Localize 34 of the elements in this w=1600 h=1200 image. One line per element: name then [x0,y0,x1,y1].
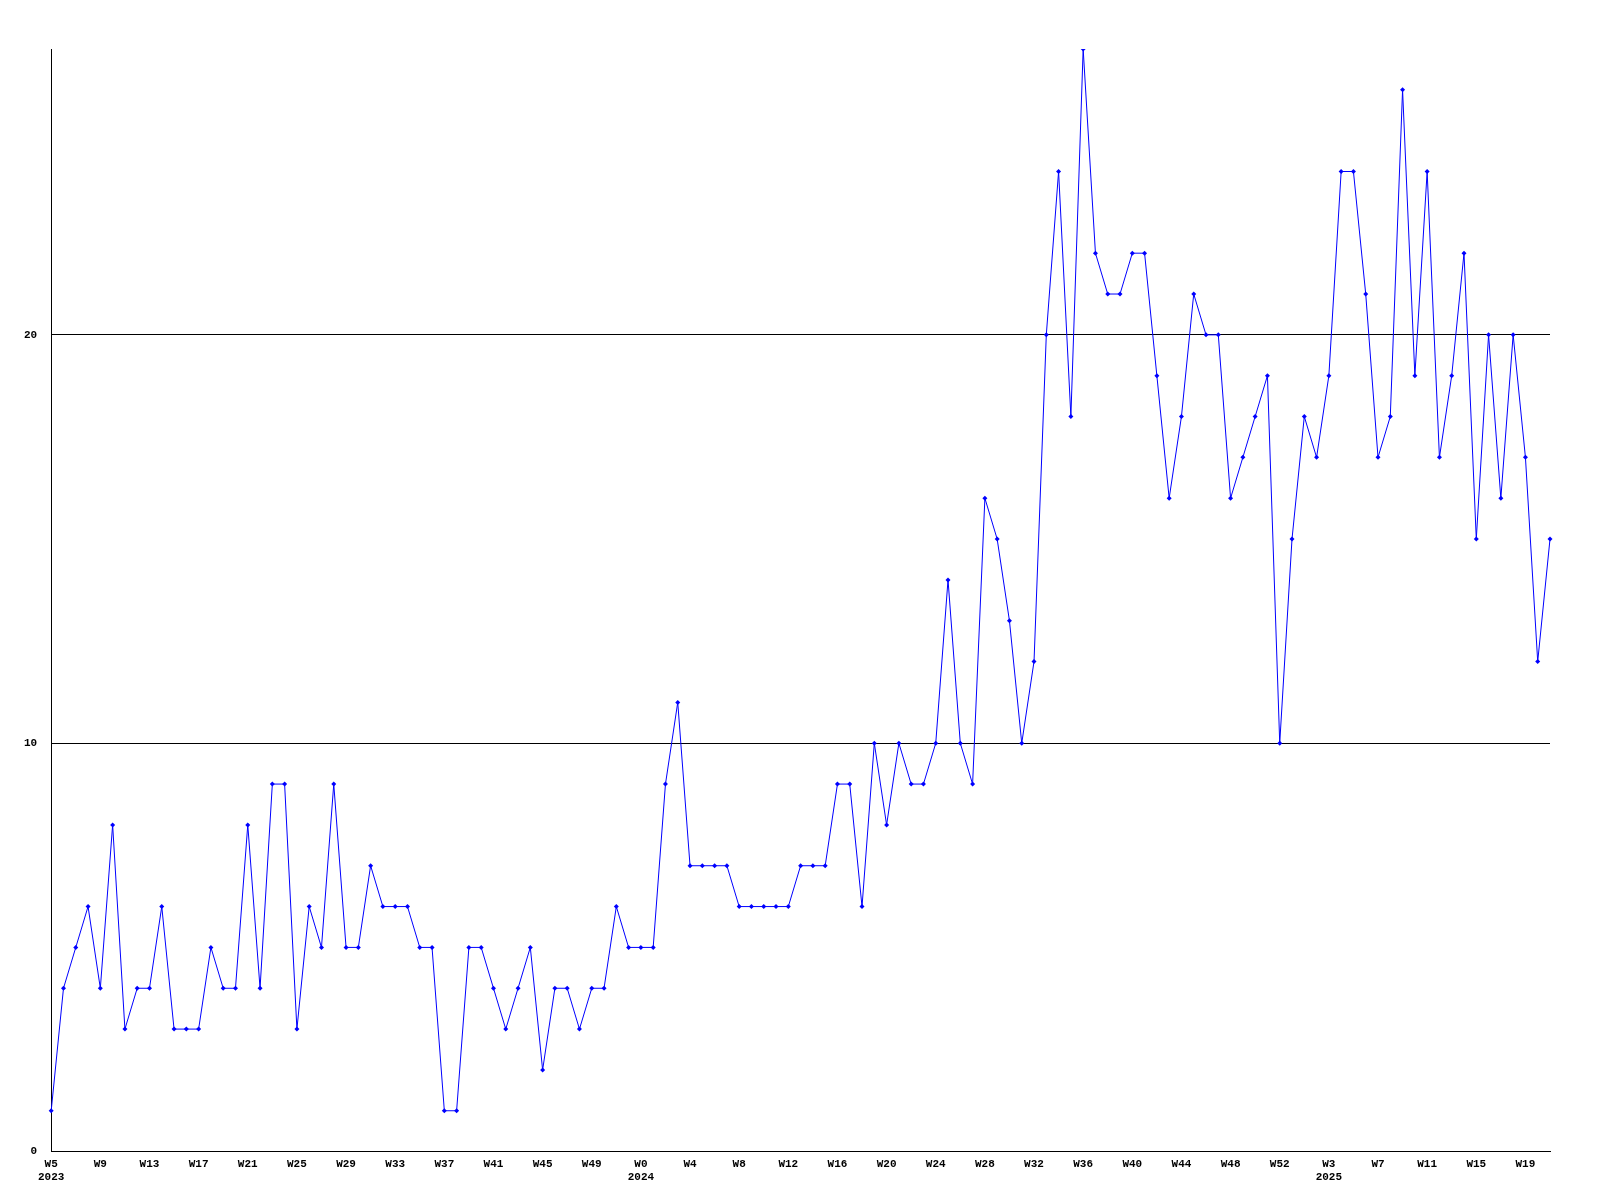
x-tick-label: W5 2023 [38,1157,65,1184]
x-tick-label: W48 [1220,1157,1241,1170]
x-tick-label: W25 [287,1157,308,1170]
x-tick-label: W9 [93,1157,107,1170]
x-tick-label: W21 [237,1157,259,1170]
x-tick-label: W49 [581,1157,602,1170]
x-tick-label: W40 [1122,1157,1143,1170]
x-tick-label: W24 [925,1157,947,1170]
x-tick-label: W28 [974,1157,996,1170]
x-tick-label: W7 [1371,1157,1385,1170]
x-tick-label: W29 [336,1157,356,1170]
x-tick-label: W11 [1417,1157,1438,1170]
x-tick-label: W20 [876,1157,897,1170]
x-tick-label: W36 [1073,1157,1094,1170]
x-tick-label: W41 [483,1157,504,1170]
y-tick-label: 10 [24,737,38,749]
x-tick-label: W4 [683,1157,698,1170]
x-tick-label: W0 2024 [627,1157,655,1184]
x-tick-label: W32 [1024,1157,1044,1170]
x-tick-label: W17 [188,1157,209,1170]
x-tick-label: W16 [827,1157,848,1170]
x-tick-label: W44 [1171,1157,1192,1170]
x-tick-label: W37 [434,1157,455,1170]
x-tick-label: W3 2025 [1315,1157,1343,1184]
x-tick-label: W13 [139,1157,160,1170]
x-tick-label: W15 [1466,1157,1487,1170]
x-tick-label: W33 [385,1157,406,1170]
x-tick-label: W52 [1269,1157,1290,1170]
y-tick-label: 20 [24,328,38,341]
y-tick-label: 0 [30,1145,38,1158]
x-tick-label: W8 [732,1157,747,1170]
x-tick-label: W19 [1515,1157,1536,1170]
x-tick-label: W45 [532,1157,553,1170]
x-tick-label: W12 [778,1157,799,1170]
